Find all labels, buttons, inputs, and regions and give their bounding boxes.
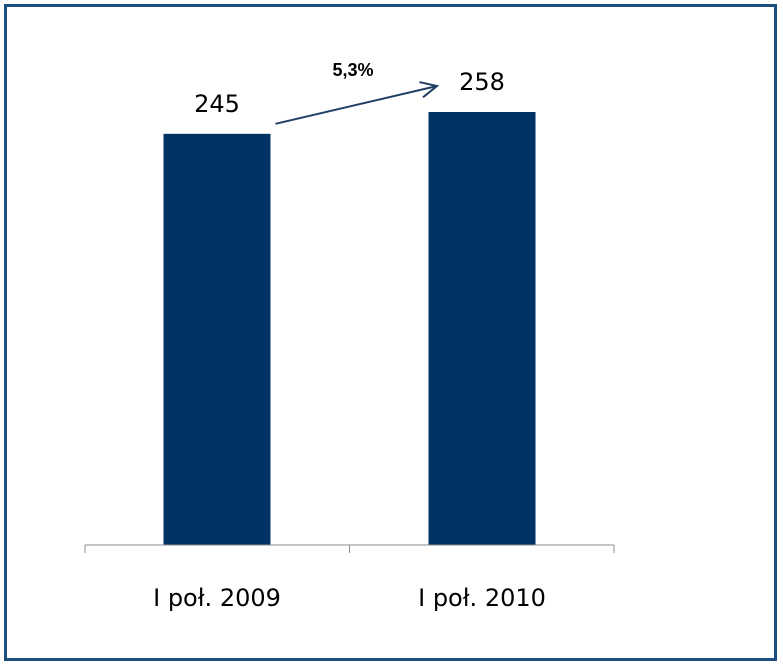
growth-arrow-head — [419, 81, 440, 99]
value-label-1: 258 — [459, 68, 505, 96]
x-axis — [84, 544, 615, 553]
category-label-1: I poł. 2010 — [418, 584, 546, 612]
bar-1 — [428, 112, 536, 545]
growth-percent-label: 5,3% — [332, 60, 373, 80]
growth-annotation: 5,3% — [275, 60, 440, 125]
labels-group: 245 I poł. 2009 258 I poł. 2010 — [153, 68, 546, 612]
chart-frame — [4, 4, 777, 661]
growth-arrow-line — [275, 85, 438, 125]
value-label-0: 245 — [194, 90, 240, 118]
bars-group — [163, 112, 536, 546]
bar-0 — [163, 133, 271, 546]
category-label-0: I poł. 2009 — [153, 584, 281, 612]
